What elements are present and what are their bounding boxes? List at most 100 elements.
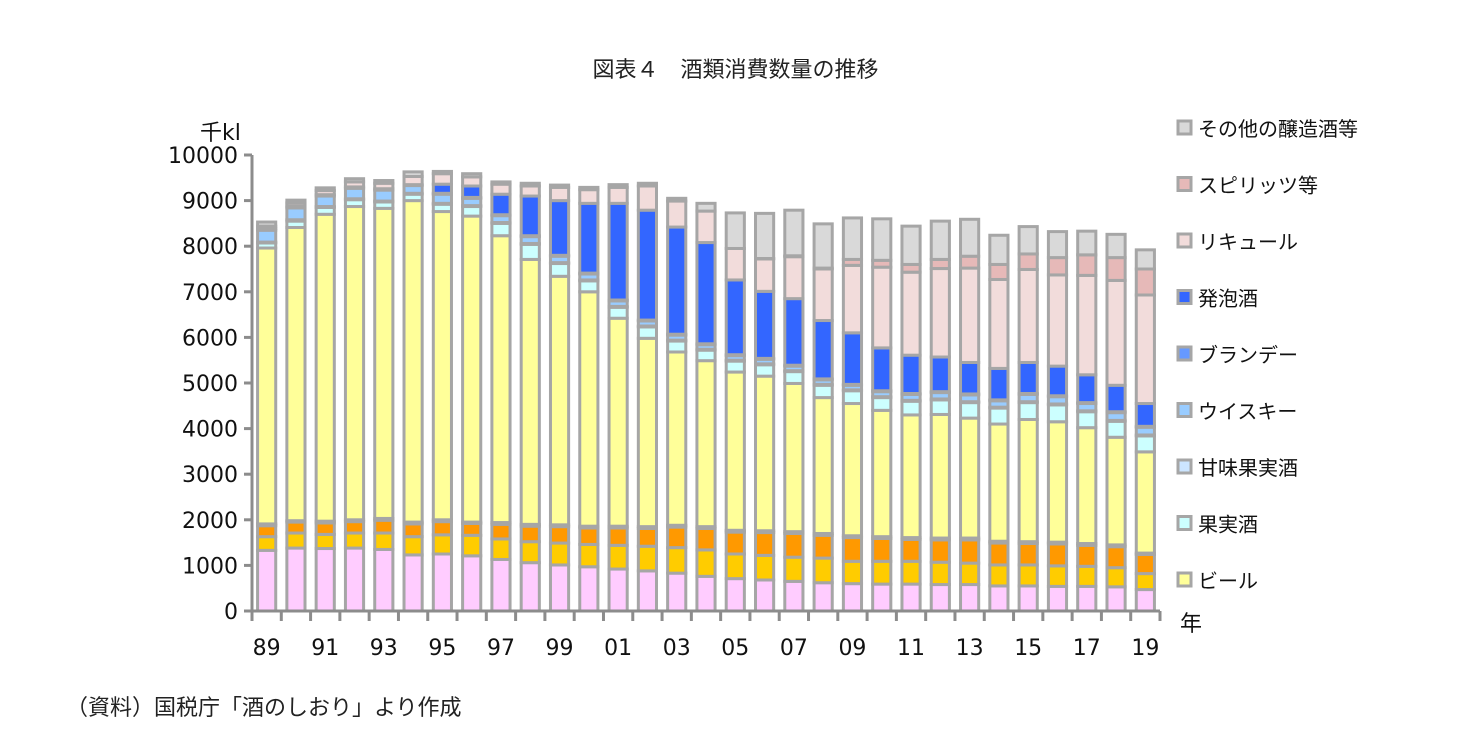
bar-segment-18-1: [1105, 566, 1127, 589]
bar-segment-97-4: [490, 234, 512, 525]
bar-segment-99-4: [548, 274, 571, 527]
x-tick-label: 03: [663, 636, 691, 661]
bar-segment-00-12: [578, 185, 600, 192]
x-tick-label: 99: [546, 636, 574, 661]
y-tick-label: 5000: [182, 372, 238, 397]
y-tick-label: 9000: [182, 190, 238, 215]
legend-label: 果実酒: [1198, 513, 1258, 537]
bar-segment-89-12: [256, 220, 278, 228]
bar-segment-10-0: [871, 582, 893, 613]
x-tick-label: 17: [1073, 636, 1101, 661]
x-tick-label: 97: [487, 636, 515, 661]
x-tick-label: 95: [428, 636, 456, 661]
bar-segment-15-0: [1017, 584, 1039, 613]
bar-segment-15-10: [1017, 267, 1039, 364]
bar-segment-16-10: [1046, 273, 1069, 368]
bar-segment-01-9: [607, 201, 629, 302]
bar-segment-02-2: [636, 526, 658, 548]
bar-segment-11-10: [900, 270, 922, 357]
bar-segment-04-4: [695, 359, 717, 529]
bar-segment-18-12: [1105, 232, 1127, 260]
bar-segment-04-10: [695, 209, 717, 245]
bar-segment-10-12: [871, 217, 893, 262]
y-tick-label: 6000: [182, 326, 238, 351]
bar-segment-92-12: [343, 177, 366, 184]
bar-segment-07-0: [783, 579, 805, 613]
bar-segment-19-2: [1134, 552, 1156, 576]
bar-segment-01-5: [607, 305, 629, 320]
y-tick-label: 2000: [182, 509, 238, 534]
x-tick-label: 93: [370, 636, 398, 661]
bar-segment-17-0: [1076, 584, 1098, 613]
legend-swatch: [1176, 176, 1193, 192]
bar-segment-94-2: [402, 522, 424, 539]
bar-segment-93-1: [373, 531, 395, 551]
bar-segment-01-1: [607, 543, 629, 571]
bar-segment-96-9: [461, 184, 483, 199]
bar-segment-12-1: [929, 560, 951, 587]
bar-segment-96-1: [461, 533, 483, 558]
bar-segment-08-9: [812, 319, 834, 381]
bar-segment-05-9: [724, 278, 746, 357]
bar-segment-04-0: [695, 574, 717, 613]
bar-segment-18-5: [1105, 419, 1127, 439]
bar-segment-14-2: [988, 541, 1010, 567]
bar-segment-00-1: [578, 542, 600, 569]
bar-segment-98-12: [519, 181, 541, 188]
y-tick-label: 1000: [182, 554, 238, 579]
bar-segment-90-12: [285, 198, 307, 205]
bar-segment-00-4: [578, 290, 600, 528]
bar-segment-98-4: [519, 257, 541, 526]
bar-segment-19-11: [1134, 267, 1156, 297]
bar-segment-90-4: [285, 226, 307, 523]
x-tick-label: 19: [1131, 636, 1159, 661]
bar-segment-16-12: [1046, 230, 1069, 260]
bar-segment-08-10: [812, 267, 834, 323]
bar-segment-91-7: [314, 194, 336, 209]
bar-segment-02-4: [636, 336, 658, 529]
bar-segment-91-12: [314, 186, 336, 193]
bar-segment-97-1: [490, 537, 512, 561]
bar-segment-95-4: [431, 210, 453, 522]
x-tick-label: 13: [956, 636, 984, 661]
bar-segment-13-0: [959, 583, 981, 613]
legend-label: 発泡酒: [1198, 287, 1258, 311]
legend-swatch: [1176, 515, 1193, 531]
bar-segment-00-9: [578, 201, 600, 275]
bar-segment-14-0: [988, 584, 1010, 613]
bar-segment-10-10: [871, 265, 893, 350]
x-tick-label: 05: [721, 636, 749, 661]
bar-segment-06-1: [754, 553, 776, 582]
bar-segment-03-1: [666, 546, 688, 575]
bar-segment-09-12: [841, 216, 864, 261]
legend-swatch: [1176, 289, 1193, 305]
bar-segment-03-2: [666, 525, 688, 550]
bar-segment-92-4: [343, 205, 366, 522]
x-tick-label: 07: [780, 636, 808, 661]
bar-segment-93-12: [373, 179, 395, 185]
legend-label: ウイスキー: [1198, 400, 1297, 424]
bar-segment-18-10: [1105, 278, 1127, 387]
bar-segment-03-9: [666, 225, 688, 336]
bar-segment-13-4: [959, 416, 981, 540]
legend-swatch: [1176, 232, 1193, 249]
bar-segment-11-2: [900, 537, 922, 563]
bar-segment-11-12: [900, 224, 922, 266]
bar-segment-11-5: [900, 399, 922, 417]
bar-segment-12-4: [929, 412, 951, 540]
y-tick-label: 10000: [168, 144, 238, 169]
bar-segment-99-2: [548, 525, 571, 545]
bar-segment-98-1: [519, 540, 541, 565]
x-tick-label: 91: [311, 636, 339, 661]
bar-segment-98-10: [519, 184, 541, 198]
bar-segment-06-5: [754, 363, 776, 378]
bar-segment-15-1: [1017, 563, 1039, 588]
bar-segment-89-4: [256, 246, 278, 526]
bar-segment-02-10: [636, 184, 658, 212]
bar-segment-01-2: [607, 526, 629, 547]
bar-segment-11-1: [900, 559, 922, 586]
bar-segment-90-1: [285, 531, 307, 550]
y-tick-label: 4000: [182, 418, 238, 443]
bar-segment-07-2: [783, 531, 805, 559]
bar-segment-05-0: [724, 577, 746, 613]
